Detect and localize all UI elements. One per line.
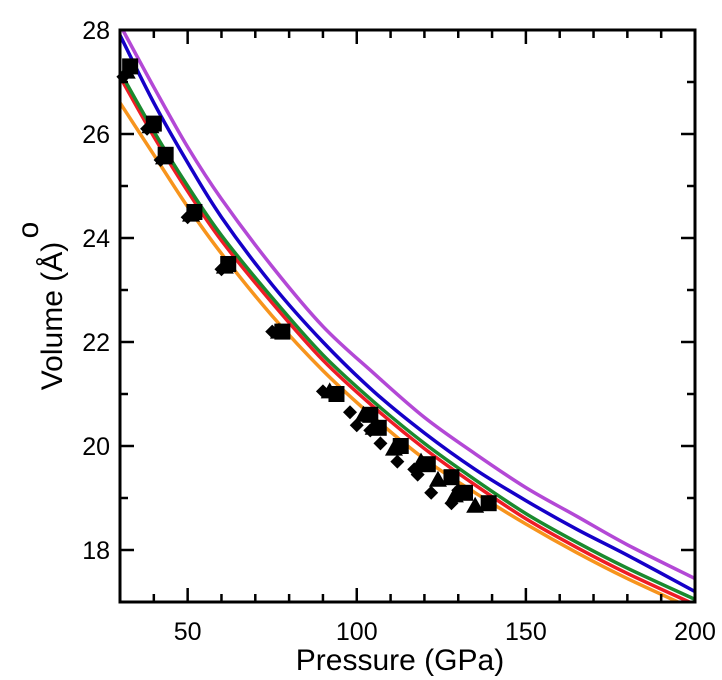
y-axis-title: Volume (Å) [36,242,69,390]
diamond-marker [451,483,466,498]
curve-5 [120,30,695,581]
diamond-marker [373,436,388,451]
x-tick-label: 200 [674,618,716,646]
triangle-marker [466,496,485,513]
y-tick-label: 18 [82,537,110,565]
y-axis-title-group: Volume (Å) o [12,222,69,391]
diamond-marker [390,454,405,469]
square-marker [480,495,497,512]
curve-3 [120,70,695,601]
diamond-marker [444,496,459,511]
curve-4 [120,34,695,594]
x-tick-label: 50 [174,618,202,646]
ticks-layer [118,28,697,604]
diamond-marker [153,153,168,167]
curve-2 [120,75,694,602]
diamond-marker [140,121,155,136]
triangle-marker [354,405,373,422]
y-tick-label: 28 [82,17,110,45]
diamond-marker [363,423,378,438]
y-tick-label: 24 [82,225,110,253]
diamond-marker [424,485,439,500]
diamond-marker [214,262,229,277]
x-tick-label: 150 [505,618,547,646]
x-tick-label: 100 [336,618,378,646]
diamond-marker [180,210,195,225]
diamond-marker [349,418,364,433]
x-axis-title: Pressure (GPa) [296,644,504,677]
y-tick-label: 26 [82,121,110,149]
diamond-marker [343,405,357,420]
y-tick-labels: 18 20 22 24 26 28 [82,17,110,565]
plot-frame [118,28,697,604]
triangle-marker [428,470,447,487]
y-axis-title-accent: o [12,222,45,239]
triangle-marker [412,452,431,469]
diamond-marker [315,384,330,399]
y-tick-label: 20 [82,433,110,461]
x-tick-labels: 50 100 150 200 [174,618,716,646]
y-tick-label: 22 [82,329,110,357]
diamond-marker [410,467,425,482]
triangle-marker [384,439,403,456]
curves-layer [120,30,695,602]
diamond-marker [265,324,280,339]
square-marker [443,469,460,486]
